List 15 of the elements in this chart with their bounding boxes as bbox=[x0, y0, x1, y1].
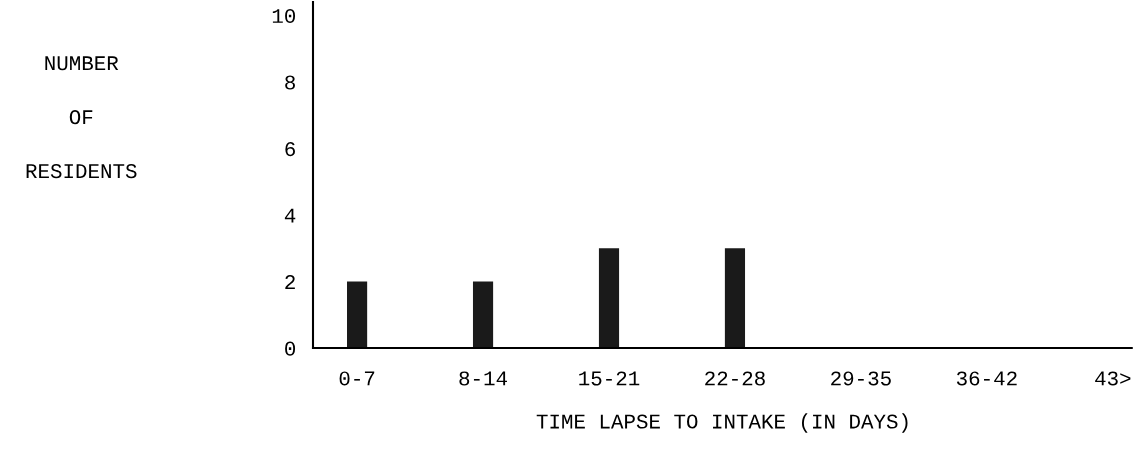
x-tick-label: 36-42 bbox=[956, 371, 1017, 386]
y-tick-label: 4 bbox=[284, 208, 296, 223]
y-tick-label: 0 bbox=[285, 341, 296, 356]
x-tick-label: 43> bbox=[1095, 371, 1131, 386]
x-axis-title: TIME LAPSE TO INTAKE (IN DAYS) bbox=[536, 413, 908, 433]
y-tick-label: 10 bbox=[272, 8, 296, 24]
x-tick-label: 0-7 bbox=[339, 371, 375, 386]
x-tick-label: 15-21 bbox=[579, 371, 640, 386]
y-tick-label: 2 bbox=[285, 275, 295, 290]
y-tick-label: 8 bbox=[285, 75, 295, 90]
x-tick-label: 29-35 bbox=[831, 371, 891, 386]
y-tick-label: 6 bbox=[285, 142, 295, 157]
x-tick-label: 8-14 bbox=[459, 371, 507, 386]
text: NUMBER OF RESIDENTS bbox=[26, 56, 137, 179]
x-tick-label: 22-28 bbox=[705, 371, 765, 386]
